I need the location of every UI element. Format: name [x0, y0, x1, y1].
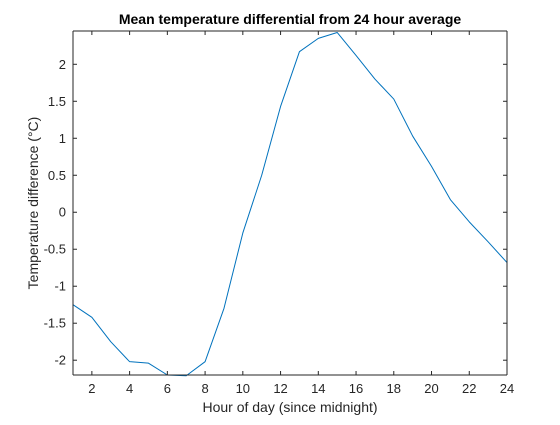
y-tick-label: -0.5: [44, 242, 66, 257]
x-tick-label: 16: [349, 381, 363, 396]
plot-area-background: [73, 31, 507, 375]
x-tick-label: 22: [462, 381, 476, 396]
series-line-1: [72, 31, 508, 377]
x-tick-label: 6: [164, 381, 171, 396]
x-tick-label: 4: [126, 381, 133, 396]
x-axis-label: Hour of day (since midnight): [202, 399, 377, 415]
x-tick-label: 10: [236, 381, 250, 396]
x-tick-label: 8: [201, 381, 208, 396]
y-axis-label: Temperature difference (°C): [25, 117, 41, 290]
y-tick-label: 1.5: [48, 94, 66, 109]
y-tick-label: -2: [54, 353, 66, 368]
x-tick-label: 2: [88, 381, 95, 396]
x-tick-label: 20: [424, 381, 438, 396]
y-tick-label: -1: [54, 279, 66, 294]
x-tick-label: 14: [311, 381, 325, 396]
y-tick-label: 0.5: [48, 168, 66, 183]
x-tick-label: 18: [387, 381, 401, 396]
data-layer: [72, 31, 508, 377]
x-tick-label: 12: [273, 381, 287, 396]
axes-layer: 2 4 6 8 10 12 14 16 18 20 22 24-2-1.5-1-0.500.511.5…: [44, 30, 514, 396]
y-tick-label: 0: [59, 205, 66, 220]
y-tick-label: -1.5: [44, 316, 66, 331]
y-tick-label: 1: [59, 131, 66, 146]
chart-title: Mean temperature differential from 24 ho…: [119, 11, 462, 27]
y-tick-label: 2: [59, 57, 66, 72]
x-tick-label: 24: [500, 381, 514, 396]
